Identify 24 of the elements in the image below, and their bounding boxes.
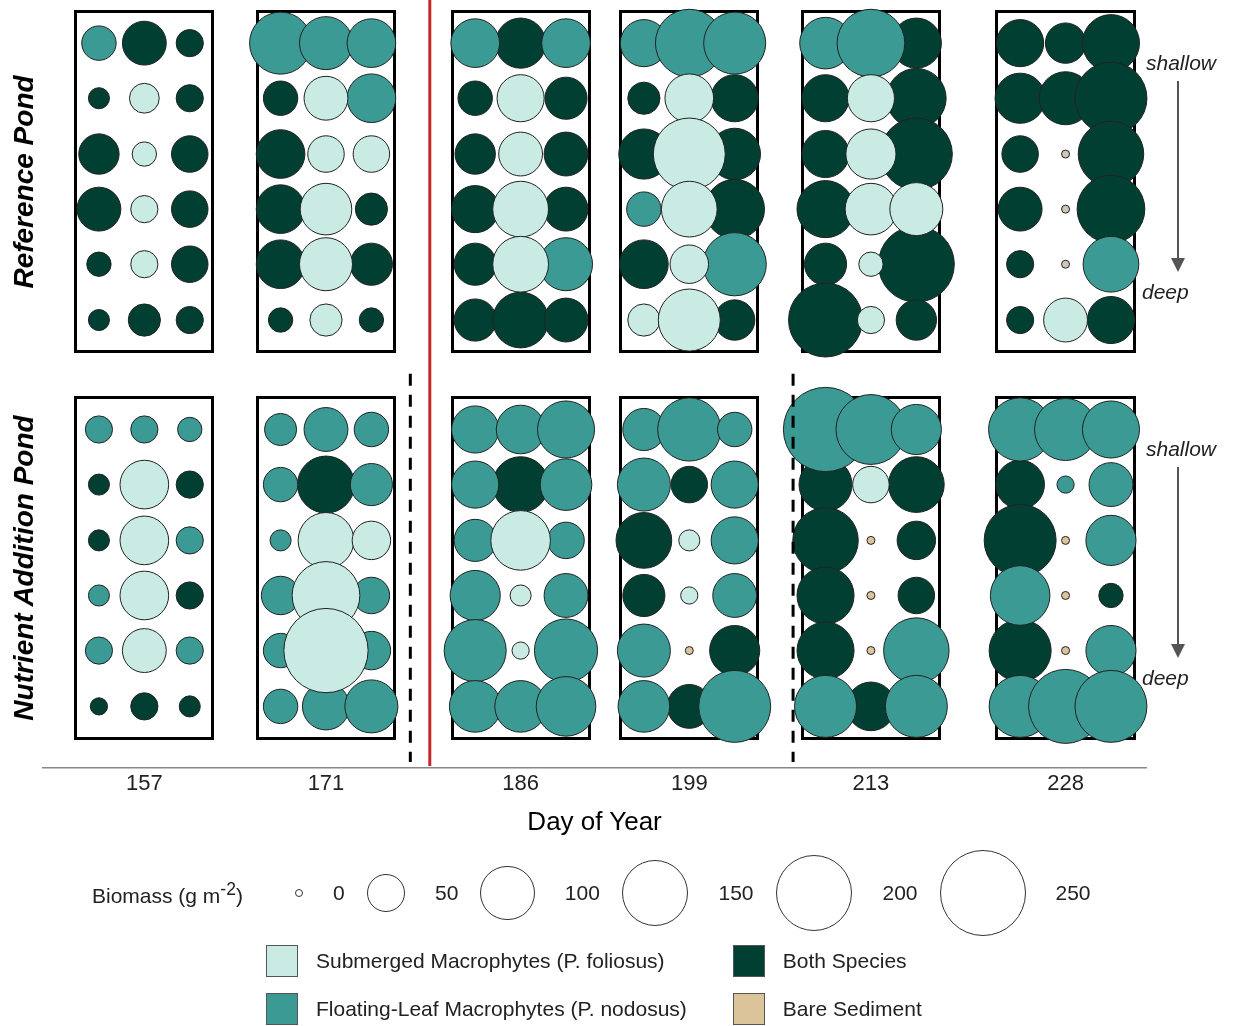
legend-label: Submerged Macrophytes (P. foliosus) <box>316 949 665 973</box>
x-tick-label: 171 <box>307 770 345 796</box>
annotation: shallow <box>1146 51 1217 76</box>
annotation: deep <box>1142 280 1189 305</box>
text: Reference Pond <box>8 74 40 289</box>
text: 0 <box>332 881 345 905</box>
annotation: shallow <box>1146 437 1217 462</box>
legend-label: 150 <box>718 881 754 905</box>
legend-title: Biomass (g m$^{-2}$) <box>92 878 243 908</box>
x-tick-label: 213 <box>852 770 890 796</box>
annotation: deep <box>1142 666 1189 691</box>
legend-label: 200 <box>882 881 918 905</box>
legend-label: Both Species <box>782 949 907 973</box>
text: Nutrient Addition Pond <box>8 415 40 721</box>
legend-label: Bare Sediment <box>782 997 922 1021</box>
legend-label: 50 <box>435 881 459 905</box>
legend-label: 100 <box>564 881 600 905</box>
x-tick-label: 199 <box>670 770 708 796</box>
legend-label: Floating-Leaf Macrophytes (P. nodosus) <box>316 997 687 1021</box>
x-tick-label: 186 <box>502 770 539 796</box>
x-tick-label: 157 <box>125 770 163 796</box>
x-axis-title: Day of Year <box>527 805 663 836</box>
x-tick-label: 228 <box>1047 770 1084 796</box>
legend-label: 250 <box>1055 881 1091 905</box>
